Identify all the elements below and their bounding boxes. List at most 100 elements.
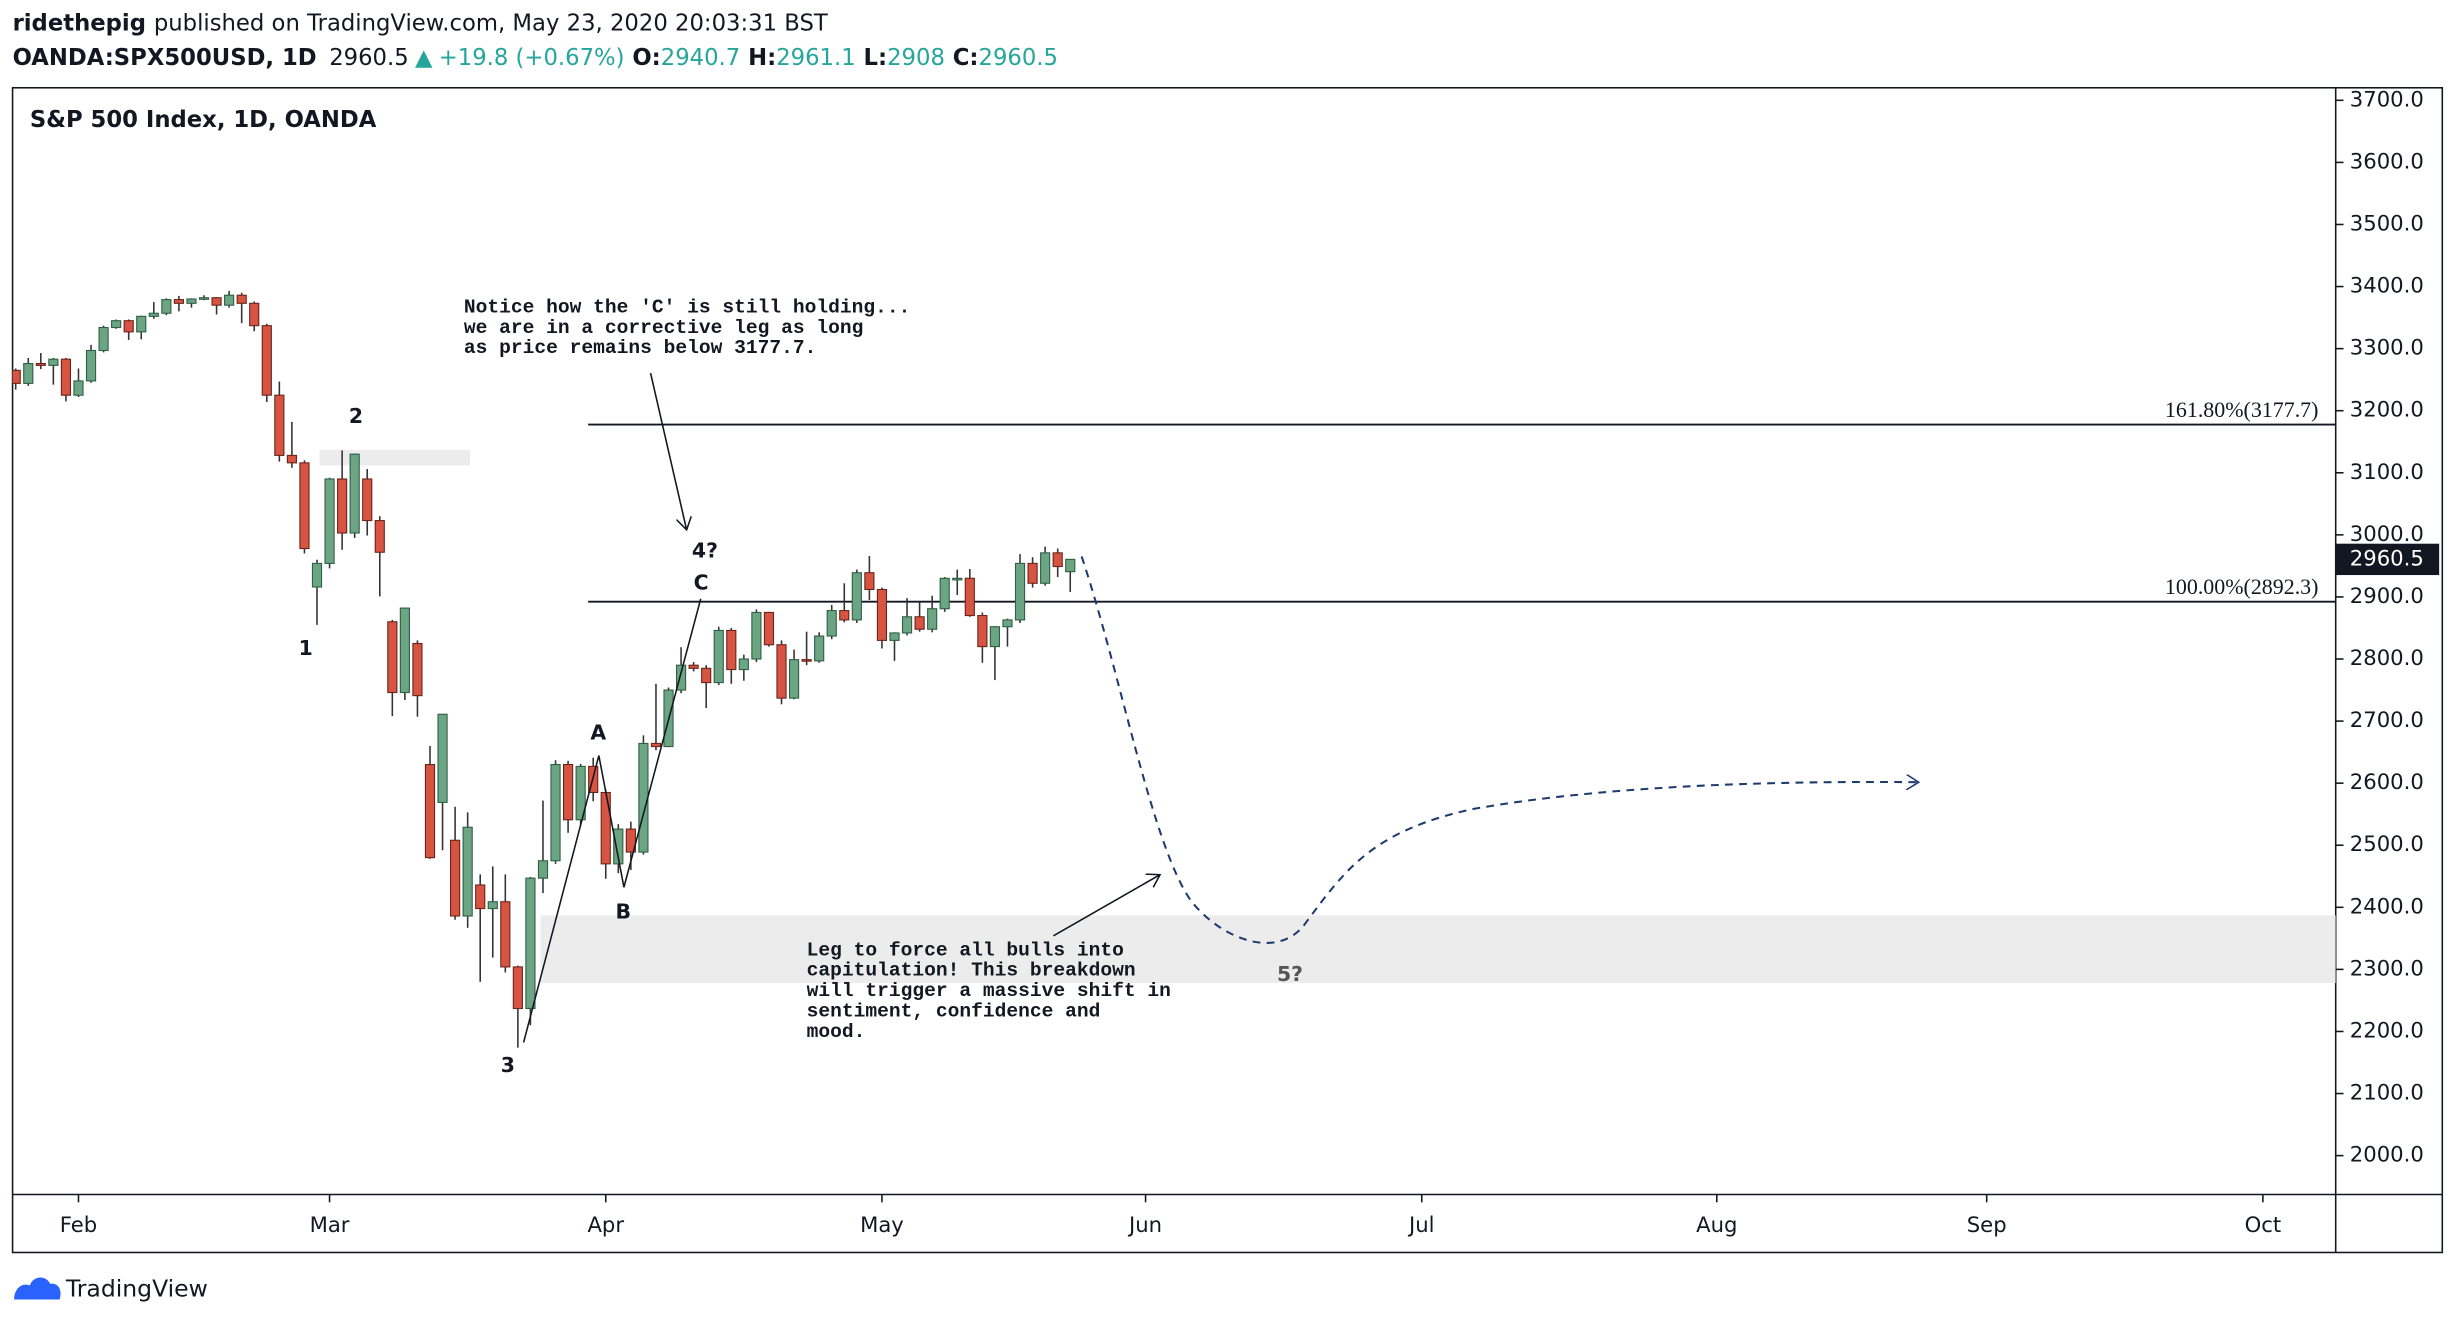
candle-body bbox=[726, 629, 737, 671]
candle-body bbox=[851, 572, 862, 621]
ohlc-value: 2961.1 bbox=[776, 44, 856, 70]
ohlc-label: L: bbox=[864, 44, 888, 70]
y-tick-label: 2200.0 bbox=[2350, 1017, 2424, 1042]
x-tick-label: Feb bbox=[60, 1212, 97, 1237]
y-tick-label: 2700.0 bbox=[2350, 707, 2424, 732]
note-line: Leg to force all bulls into bbox=[807, 939, 1124, 961]
candle-body bbox=[173, 299, 185, 304]
candle-body bbox=[60, 358, 72, 396]
published: published on TradingView.com, May 23, 20… bbox=[154, 10, 828, 36]
candle-body bbox=[788, 659, 800, 699]
candle-body bbox=[713, 629, 724, 684]
candle-body bbox=[927, 608, 938, 630]
wave-label: A bbox=[590, 721, 606, 745]
candle-body bbox=[12, 369, 21, 384]
ohlc-value: 2960.5 bbox=[979, 44, 1059, 70]
y-tick-label: 2900.0 bbox=[2350, 583, 2424, 608]
last-price: 2960.5 bbox=[329, 44, 409, 70]
y-tick-label: 2500.0 bbox=[2350, 831, 2424, 856]
y-tick-label: 2800.0 bbox=[2350, 645, 2424, 670]
symbol: OANDA:SPX500USD, 1D bbox=[13, 44, 317, 70]
note-line: mood. bbox=[807, 1021, 866, 1043]
candle-body bbox=[123, 320, 134, 333]
y-tick-label: 2000.0 bbox=[2350, 1142, 2424, 1167]
candle-body bbox=[675, 664, 687, 691]
candle-body bbox=[487, 901, 498, 910]
x-tick-label: Mar bbox=[310, 1212, 350, 1237]
candle-body bbox=[412, 642, 423, 697]
candle-body bbox=[286, 454, 297, 464]
note-line: as price remains below 3177.7. bbox=[464, 337, 816, 359]
candle-body bbox=[224, 294, 235, 306]
axes: 2000.0 2100.0 2200.0 2300.0 2400.0 2500.0 2600… bbox=[60, 86, 2440, 1237]
ohlc-label: H: bbox=[748, 44, 776, 70]
brand: TradingView bbox=[65, 1275, 208, 1303]
candle-body bbox=[198, 297, 210, 300]
candle-body bbox=[48, 358, 59, 366]
x-tick-label: Sep bbox=[1967, 1212, 2007, 1237]
candles bbox=[12, 290, 1076, 1048]
chart-title: S&P 500 Index, 1D, OANDA bbox=[30, 107, 377, 133]
candle-body bbox=[362, 478, 373, 522]
y-tick-label: 3600.0 bbox=[2350, 148, 2424, 173]
candle-body bbox=[600, 791, 611, 865]
candle-body bbox=[500, 901, 511, 968]
y-tick-label: 2600.0 bbox=[2350, 769, 2424, 794]
author: ridethepig bbox=[13, 10, 146, 36]
fib-label: 161.80%(3177.7) bbox=[2165, 397, 2319, 422]
candle-body bbox=[562, 763, 574, 821]
note-line: Notice how the 'C' is still holding... bbox=[464, 296, 910, 318]
candle-body bbox=[374, 520, 385, 553]
candle-body bbox=[525, 877, 536, 1010]
candle-body bbox=[839, 610, 850, 621]
candle-body bbox=[337, 478, 348, 534]
footer-logo: TradingView bbox=[14, 1275, 208, 1303]
logo-icon bbox=[14, 1277, 61, 1300]
candle-body bbox=[801, 659, 812, 662]
candle-body bbox=[311, 562, 323, 588]
candle-body bbox=[424, 763, 436, 859]
y-tick-label: 3500.0 bbox=[2350, 210, 2424, 235]
candle-body bbox=[98, 326, 109, 352]
candle-body bbox=[1065, 558, 1076, 573]
price-label-bg bbox=[2335, 543, 2440, 576]
fib-label: 100.00%(2892.3) bbox=[2165, 574, 2319, 599]
candle-body bbox=[889, 632, 900, 641]
annotations: 1 2 3 A B C 4? 5? Notice how the 'C' is still ho… bbox=[299, 296, 1303, 1077]
note-arrow bbox=[649, 372, 687, 530]
candle-body bbox=[261, 325, 272, 396]
candle-body bbox=[876, 588, 888, 641]
x-tick-label: Apr bbox=[587, 1212, 624, 1237]
candle-body bbox=[35, 362, 46, 366]
note-line: we are in a corrective leg as long bbox=[464, 317, 863, 339]
price-label: 2960.5 bbox=[2350, 545, 2424, 570]
candle-body bbox=[914, 616, 925, 630]
candle-body bbox=[161, 299, 172, 314]
candle-body bbox=[1002, 619, 1013, 628]
note-arrow bbox=[1053, 875, 1160, 937]
candle-body bbox=[1052, 552, 1063, 568]
y-tick-label: 3100.0 bbox=[2350, 459, 2424, 484]
candle-body bbox=[512, 966, 523, 1010]
candle-body bbox=[638, 742, 649, 853]
levels: 161.80%(3177.7) 100.00%(2892.3) bbox=[588, 397, 2336, 603]
candle-body bbox=[864, 572, 875, 591]
y-tick-label: 3200.0 bbox=[2350, 397, 2424, 422]
candle-body bbox=[613, 828, 624, 865]
y-tick-label: 2100.0 bbox=[2350, 1080, 2424, 1105]
candle-body bbox=[537, 860, 549, 879]
wave-path bbox=[522, 598, 702, 1043]
y-tick-label: 3400.0 bbox=[2350, 273, 2424, 298]
candle-body bbox=[450, 839, 461, 917]
candle-body bbox=[475, 884, 486, 910]
note-line: capitulation! This breakdown bbox=[807, 960, 1136, 982]
wave-lines bbox=[522, 372, 1919, 1043]
candle-body bbox=[462, 826, 473, 917]
x-tick-label: Jul bbox=[1407, 1212, 1435, 1237]
candle-body bbox=[437, 713, 448, 803]
change: +19.8 (+0.67%) bbox=[439, 44, 625, 70]
note-line: sentiment, confidence and bbox=[807, 1000, 1101, 1022]
candle-body bbox=[625, 828, 636, 853]
candle-body bbox=[550, 763, 561, 862]
